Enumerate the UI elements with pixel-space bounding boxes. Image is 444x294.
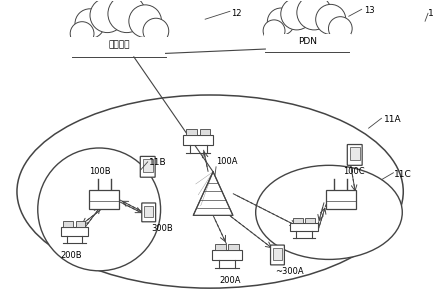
FancyBboxPatch shape [270,245,285,265]
Bar [143,159,153,172]
Ellipse shape [256,165,402,259]
Circle shape [38,148,161,271]
Bar [305,218,315,223]
Bar [71,31,167,58]
Text: 核心网络: 核心网络 [108,41,130,49]
Text: 1: 1 [428,9,434,18]
Bar [228,244,239,250]
Text: 11A: 11A [384,115,401,124]
Circle shape [281,0,313,30]
FancyBboxPatch shape [140,156,155,177]
Bar [89,190,119,209]
Bar [71,37,167,58]
Text: 300B: 300B [152,224,174,233]
Circle shape [108,0,146,33]
Bar [199,129,210,135]
Circle shape [316,4,346,34]
Text: 200A: 200A [219,276,241,285]
Bar [63,221,73,227]
Circle shape [75,9,105,39]
Bar [212,250,242,260]
Bar [273,248,282,260]
Bar [60,227,88,236]
Bar [290,223,318,231]
Bar [215,244,226,250]
Bar [183,135,213,145]
Circle shape [329,17,352,40]
Circle shape [297,0,332,30]
Bar [293,218,303,223]
Circle shape [70,22,94,46]
Circle shape [90,0,125,33]
Bar [264,29,351,54]
Bar [350,147,360,161]
Text: ~300A: ~300A [275,267,304,276]
Bar [264,34,351,53]
Bar [326,190,356,209]
Text: 11B: 11B [149,158,166,167]
Circle shape [263,20,285,42]
Text: PDN: PDN [297,37,317,46]
Text: 13: 13 [364,6,374,15]
Text: 11C: 11C [394,170,412,179]
Circle shape [129,5,162,38]
Text: 100B: 100B [89,167,111,176]
Text: 100C: 100C [343,167,365,176]
FancyBboxPatch shape [347,145,362,165]
Bar [186,129,197,135]
Bar [75,221,85,227]
Text: 12: 12 [231,9,242,18]
Text: 200B: 200B [60,251,82,260]
FancyBboxPatch shape [142,203,156,222]
Text: 100A: 100A [216,157,238,166]
Polygon shape [193,172,233,215]
Circle shape [267,8,295,35]
Bar [144,206,153,217]
Circle shape [143,18,169,44]
Ellipse shape [17,95,403,288]
